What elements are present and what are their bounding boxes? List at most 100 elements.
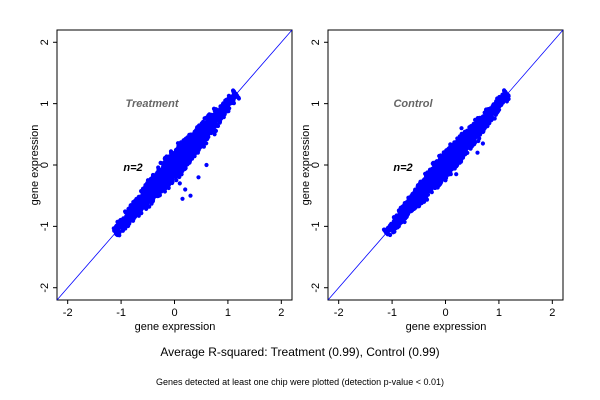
data-point [171, 164, 176, 169]
data-point [166, 183, 171, 188]
n-annotation: n=2 [123, 162, 142, 174]
data-point [196, 147, 201, 153]
data-point [158, 177, 163, 182]
data-point [158, 160, 163, 165]
data-point [124, 214, 129, 219]
data-point [200, 127, 205, 132]
data-point [186, 144, 191, 149]
data-point [150, 185, 155, 191]
data-point [204, 133, 209, 138]
outlier-point [215, 116, 220, 122]
data-point [178, 168, 183, 173]
data-point [139, 196, 144, 201]
data-point [192, 151, 197, 156]
data-point [127, 219, 132, 224]
y-axis-label: gene expression [29, 125, 41, 206]
data-point [169, 151, 174, 156]
outlier-point [145, 187, 150, 192]
outlier-point [204, 162, 209, 168]
data-point [226, 107, 231, 112]
data-point [213, 120, 218, 125]
data-point [193, 131, 198, 136]
data-point [143, 199, 148, 204]
data-point [231, 92, 237, 97]
data-point [148, 193, 154, 198]
data-point [178, 159, 183, 165]
data-point [199, 140, 204, 145]
data-point [229, 98, 234, 103]
data-point [213, 128, 218, 133]
data-point [144, 190, 149, 196]
points-group [327, 29, 564, 301]
data-point [165, 165, 170, 170]
data-point [226, 101, 231, 106]
data-point [202, 123, 207, 129]
data-point [207, 121, 212, 127]
y-tick-label: 0 [39, 162, 51, 168]
data-point [185, 135, 190, 140]
data-point [130, 212, 135, 217]
data-point [214, 113, 219, 118]
data-point [162, 172, 167, 177]
data-point [131, 200, 136, 205]
data-point [181, 138, 186, 143]
data-point [115, 229, 120, 234]
outlier-point [196, 175, 201, 180]
data-point [156, 182, 161, 187]
data-point [139, 211, 144, 216]
data-point [212, 125, 217, 130]
data-point [155, 193, 161, 199]
outlier-point [177, 181, 182, 186]
data-point [154, 179, 159, 184]
outlier-point [180, 196, 185, 201]
y-tick-label: 1 [39, 101, 51, 107]
data-point [152, 173, 157, 178]
data-point [199, 121, 204, 126]
y-tick-label: -2 [39, 283, 51, 293]
outlier-point [212, 132, 217, 137]
data-point [128, 203, 133, 208]
data-point [174, 178, 179, 183]
data-point [162, 161, 168, 166]
data-point [222, 104, 227, 109]
data-point [191, 144, 196, 149]
data-point [173, 157, 179, 162]
x-tick-label: -2 [63, 307, 73, 319]
data-point [135, 197, 140, 202]
outlier-point [183, 187, 188, 192]
y-tick-label: -1 [39, 221, 51, 231]
data-point [123, 219, 128, 224]
data-point [174, 160, 179, 165]
data-point [210, 128, 215, 133]
points-group [56, 29, 293, 301]
data-point [211, 106, 217, 111]
data-point [151, 180, 156, 185]
data-point [204, 141, 209, 146]
data-point [165, 173, 171, 178]
outlier-point [201, 144, 206, 149]
data-point [181, 146, 186, 151]
data-point [203, 115, 209, 120]
data-point [217, 109, 223, 114]
data-point [145, 181, 150, 186]
data-point [185, 162, 190, 167]
data-point [160, 180, 165, 185]
x-axis-label: gene expression [135, 321, 216, 333]
data-point [177, 153, 182, 158]
data-point [148, 199, 154, 204]
data-point [221, 101, 226, 106]
data-point [177, 174, 182, 180]
x-tick-label: 1 [225, 307, 231, 319]
data-point [157, 189, 162, 194]
data-point [153, 186, 159, 192]
data-point [199, 135, 204, 140]
x-tick-label: -1 [116, 307, 126, 319]
data-point [160, 185, 165, 191]
data-point [147, 204, 152, 209]
x-tick-label: 2 [278, 307, 284, 319]
panel-label: Treatment [126, 98, 180, 110]
data-point [172, 153, 177, 158]
